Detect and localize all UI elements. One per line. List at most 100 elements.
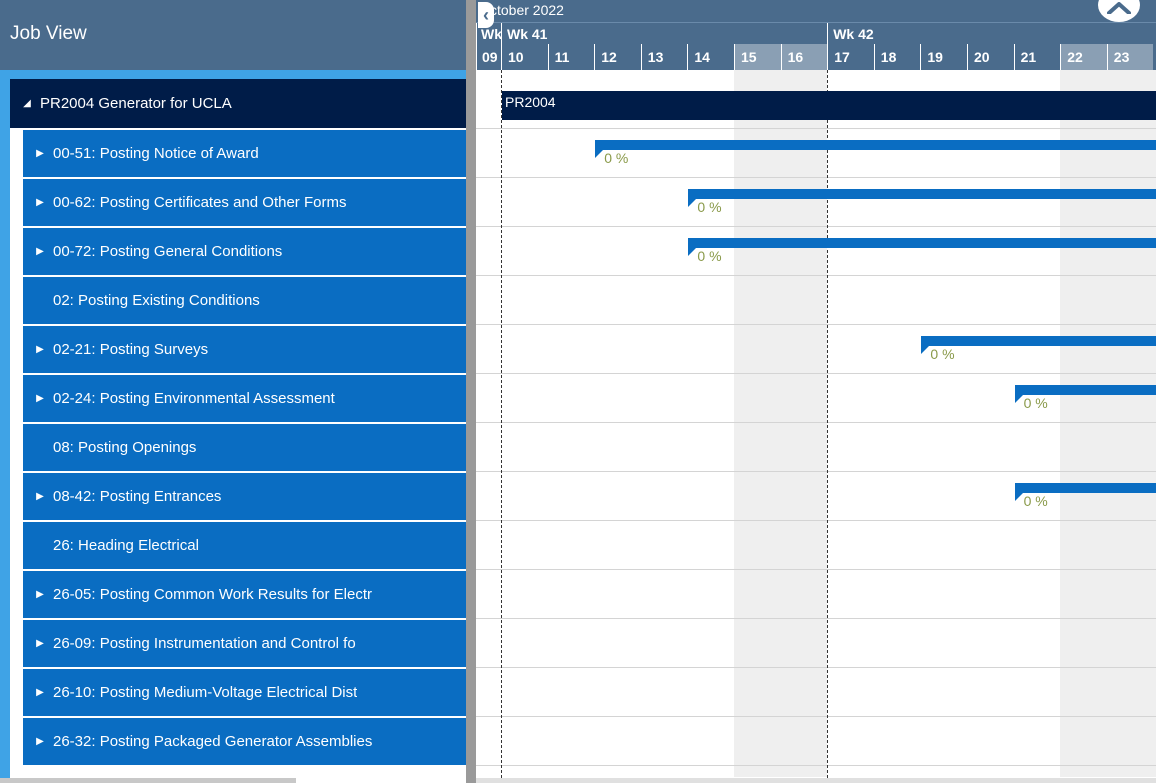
tree-row[interactable]: ▶ 02-24: Posting Environmental Assessment xyxy=(23,375,466,422)
tree-row-label: 08: Posting Openings xyxy=(53,439,197,456)
task-bar-start-marker xyxy=(688,199,697,207)
collapsed-triangle-icon[interactable]: ▶ xyxy=(36,491,44,502)
tree-row[interactable]: ▶ 26-32: Posting Packaged Generator Assem… xyxy=(23,718,466,765)
day-label: 23 xyxy=(1106,44,1154,70)
task-progress-label: 0 % xyxy=(604,150,629,166)
task-progress-label: 0 % xyxy=(930,346,955,362)
task-bar[interactable] xyxy=(595,140,1156,150)
job-view-header: Job View xyxy=(0,0,466,70)
panel-splitter[interactable] xyxy=(466,0,476,783)
tree-row-label: 00-51: Posting Notice of Award xyxy=(53,145,259,162)
tree-row[interactable]: 26: Heading Electrical xyxy=(23,522,466,569)
week-label: Wk xyxy=(476,23,501,45)
task-bar[interactable] xyxy=(1014,483,1156,493)
tree-row[interactable]: ▶ 00-72: Posting General Conditions xyxy=(23,228,466,275)
tree-row-label: 00-62: Posting Certificates and Other Fo… xyxy=(53,194,347,211)
week-boundary-line xyxy=(501,70,502,783)
tree-row-parent[interactable]: ◢ PR2004 Generator for UCLA xyxy=(10,79,466,128)
collapsed-triangle-icon[interactable]: ▶ xyxy=(36,393,44,404)
panel-title: Job View xyxy=(10,23,87,44)
task-bar-start-marker xyxy=(688,248,697,256)
task-progress-label: 0 % xyxy=(697,199,722,215)
tree-row-label: 08-42: Posting Entrances xyxy=(53,488,222,505)
row-gridline xyxy=(476,765,1156,766)
day-label: 18 xyxy=(873,44,921,70)
tree-row-label: 00-72: Posting General Conditions xyxy=(53,243,283,260)
row-gridline xyxy=(476,716,1156,717)
tree-row[interactable]: ▶ 00-51: Posting Notice of Award xyxy=(23,130,466,177)
collapsed-triangle-icon[interactable]: ▶ xyxy=(36,638,44,649)
day-label: 14 xyxy=(687,44,734,70)
task-bar[interactable] xyxy=(688,238,1156,248)
weekend-column xyxy=(1106,70,1156,777)
row-gridline xyxy=(476,177,1156,178)
tree-row[interactable]: 02: Posting Existing Conditions xyxy=(23,277,466,324)
collapsed-triangle-icon[interactable]: ▶ xyxy=(36,687,44,698)
tree-row-label: 02-24: Posting Environmental Assessment xyxy=(53,390,335,407)
task-bar[interactable] xyxy=(921,336,1156,346)
tree-row[interactable]: ▶ 08-42: Posting Entrances xyxy=(23,473,466,520)
row-gridline xyxy=(476,275,1156,276)
day-label: 21 xyxy=(1013,44,1061,70)
week-boundary-line xyxy=(827,70,829,783)
day-label: 15 xyxy=(734,44,781,70)
collapsed-triangle-icon[interactable]: ▶ xyxy=(36,197,44,208)
tree-row-label: 02-21: Posting Surveys xyxy=(53,341,209,358)
task-bar[interactable] xyxy=(1014,385,1156,395)
row-gridline xyxy=(476,520,1156,521)
weekend-column xyxy=(780,70,828,777)
task-progress-label: 0 % xyxy=(1023,493,1048,509)
tree-row[interactable]: ▶ 26-05: Posting Common Work Results for … xyxy=(23,571,466,618)
gantt-chart: ctober 2022 Wk Wk 41 Wk 42 09 10 11 12 13 14 15 1… xyxy=(476,0,1156,783)
panel-accent-side xyxy=(0,79,10,783)
day-label: 09 xyxy=(476,44,501,70)
gantt-horizontal-scrollbar[interactable] xyxy=(476,778,1156,783)
task-bar-start-marker xyxy=(921,346,930,354)
tree-row[interactable]: ▶ 00-62: Posting Certificates and Other F… xyxy=(23,179,466,226)
row-gridline xyxy=(476,618,1156,619)
collapsed-triangle-icon[interactable]: ▶ xyxy=(36,148,44,159)
tree-row[interactable]: ▶ 26-10: Posting Medium-Voltage Electrica… xyxy=(23,669,466,716)
task-bar[interactable] xyxy=(688,189,1156,199)
row-gridline xyxy=(476,226,1156,227)
task-progress-label: 0 % xyxy=(697,248,722,264)
day-label: 11 xyxy=(547,44,595,70)
collapse-header-button[interactable] xyxy=(1098,0,1140,22)
tree-row-label: 26-10: Posting Medium-Voltage Electrical… xyxy=(53,684,358,701)
tree-row-label: 26: Heading Electrical xyxy=(53,537,199,554)
task-bar-start-marker xyxy=(1014,493,1023,501)
tree-row[interactable]: 08: Posting Openings xyxy=(23,424,466,471)
tree-row[interactable]: ▶ 02-21: Posting Surveys xyxy=(23,326,466,373)
row-gridline xyxy=(476,569,1156,570)
horizontal-scrollbar[interactable] xyxy=(0,778,296,783)
month-header: ctober 2022 xyxy=(476,0,1156,22)
day-label: 17 xyxy=(827,44,874,70)
day-label: 22 xyxy=(1060,44,1107,70)
tree-row-label: 26-09: Posting Instrumentation and Contr… xyxy=(53,635,356,652)
row-gridline xyxy=(476,373,1156,374)
day-label: 10 xyxy=(501,44,548,70)
collapsed-triangle-icon[interactable]: ▶ xyxy=(36,736,44,747)
weekend-column xyxy=(1060,70,1107,777)
row-gridline xyxy=(476,422,1156,423)
collapsed-triangle-icon[interactable]: ▶ xyxy=(36,589,44,600)
month-label: ctober 2022 xyxy=(490,2,564,18)
collapsed-triangle-icon[interactable]: ▶ xyxy=(36,246,44,257)
collapsed-triangle-icon[interactable]: ▶ xyxy=(36,344,44,355)
tree-row[interactable]: ▶ 26-09: Posting Instrumentation and Cont… xyxy=(23,620,466,667)
row-gridline xyxy=(476,471,1156,472)
week-label: Wk 41 xyxy=(501,23,827,45)
tree-row-label: 26-05: Posting Common Work Results for E… xyxy=(53,586,373,603)
row-gridline xyxy=(476,324,1156,325)
summary-bar[interactable]: PR2004 xyxy=(502,91,1156,120)
gantt-body: PR2004 0 % 0 % 0 % 0 % 0 % 0 % xyxy=(476,70,1156,783)
task-bar-start-marker xyxy=(1014,395,1023,403)
expanded-triangle-icon[interactable]: ◢ xyxy=(23,98,31,109)
task-bar-start-marker xyxy=(595,150,604,158)
day-label: 12 xyxy=(594,44,641,70)
day-header: 09 10 11 12 13 14 15 16 17 18 19 20 21 22 23 xyxy=(476,44,1156,70)
tree-row-label: 26-32: Posting Packaged Generator Assemb… xyxy=(53,733,373,750)
day-label: 13 xyxy=(640,44,688,70)
week-label: Wk 42 xyxy=(827,23,1156,45)
chevron-left-icon[interactable]: ‹ xyxy=(478,2,494,28)
